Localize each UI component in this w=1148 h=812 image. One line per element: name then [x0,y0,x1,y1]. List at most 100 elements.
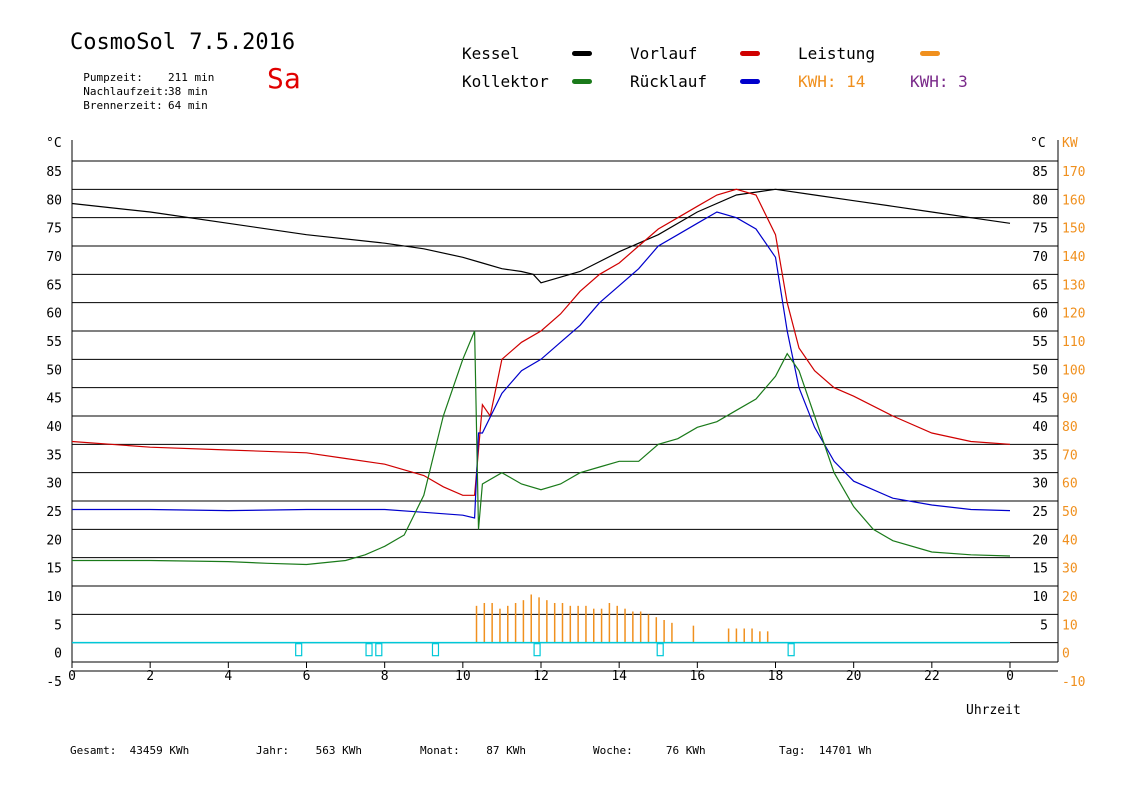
x-tick: 6 [303,669,311,684]
legend-kessel-label: Kessel [462,44,520,63]
series-line-vorlauf [71,188,1011,496]
pump-marker [656,643,664,657]
y-tick-left: 55 [46,335,62,350]
x-axis-label: Uhrzeit [966,703,1021,718]
y-tick-left: 80 [46,193,62,208]
kw-tick: 40 [1062,533,1078,548]
y-tick-left: 5 [54,618,62,633]
y-tick-left: 25 [46,505,62,520]
kw-tick: 70 [1062,448,1078,463]
y-tick-left: 85 [46,165,62,180]
y-tick-left: -5 [46,675,62,690]
y-tick-left: 10 [46,590,62,605]
y-tick-right: 10 [1032,590,1048,605]
y-tick-right: 20 [1032,533,1048,548]
y-tick-left: 45 [46,392,62,407]
y-unit-kw: KW [1062,136,1078,151]
y-tick-left: 70 [46,250,62,265]
y-tick-left: 75 [46,222,62,237]
legend-leistung-swatch [920,51,940,56]
stat-value: 64 min [168,99,208,112]
series-line-kollektor [72,330,1011,566]
kw-tick: 160 [1062,193,1085,208]
kw-tick: 90 [1062,392,1078,407]
x-tick: 16 [690,669,706,684]
x-tick: 0 [68,669,76,684]
legend-kwh-purple: KWH: 3 [910,72,968,91]
y-tick-left: 15 [46,562,62,577]
power-bars [72,594,1010,644]
x-tick: 10 [455,669,471,684]
x-tick: 8 [381,669,389,684]
kw-tick: 120 [1062,307,1085,322]
pump-marker [365,643,373,657]
y-tick-right: 85 [1032,165,1048,180]
x-tick: 12 [533,669,549,684]
y-tick-right: 75 [1032,222,1048,237]
y-tick-left: 30 [46,477,62,492]
y-tick-right: 30 [1032,477,1048,492]
kw-tick: 60 [1062,477,1078,492]
kw-tick: 170 [1062,165,1085,180]
footer-jahr: Jahr: 563 KWh [256,744,362,757]
legend-kessel-swatch [572,51,592,56]
legend-vorlauf-swatch [740,51,760,56]
stat-brennerzeit: Brennerzeit: 64 min [70,86,208,112]
y-tick-right: 65 [1032,278,1048,293]
x-tick: 2 [146,669,154,684]
pump-marker [533,643,541,657]
app-title: CosmoSol 7.5.2016 [70,30,296,55]
y-tick-right: 70 [1032,250,1048,265]
x-tick: 4 [224,669,232,684]
y-tick-right: 55 [1032,335,1048,350]
grid-lines [71,140,1059,672]
pump-markers [295,643,795,657]
stat-pumpzeit: Pumpzeit: 211 min [70,58,214,84]
stat-value: 38 min [168,85,208,98]
y-tick-right: 45 [1032,392,1048,407]
legend-leistung-label: Leistung [798,44,876,63]
y-unit-right: °C [1030,136,1046,151]
y-tick-left: 20 [46,533,62,548]
kw-tick: 130 [1062,278,1085,293]
y-tick-left: 60 [46,307,62,322]
y-unit-left: °C [46,136,62,151]
x-tick: 22 [924,669,940,684]
stat-label: Nachlaufzeit: [83,85,170,98]
y-tick-left: 40 [46,420,62,435]
y-tick-right: 5 [1040,618,1048,633]
x-tick: 18 [768,669,784,684]
y-tick-left: 50 [46,363,62,378]
y-tick-right: 80 [1032,193,1048,208]
pump-marker [295,643,303,657]
kw-tick: -10 [1062,675,1085,690]
legend-kollektor-swatch [572,79,592,84]
kw-tick: 110 [1062,335,1085,350]
y-tick-left: 0 [54,647,62,662]
pump-marker [375,643,383,657]
y-tick-right: 35 [1032,448,1048,463]
kw-tick: 10 [1062,618,1078,633]
y-tick-right: 15 [1032,562,1048,577]
footer-tag: Tag: 14701 Wh [779,744,872,757]
legend-kwh-orange: KWH: 14 [798,72,866,91]
series-line-ruecklauf [72,211,1011,519]
stat-nachlaufzeit: Nachlaufzeit: 38 min [70,72,208,98]
pump-marker [431,643,440,657]
kw-tick: 30 [1062,562,1078,577]
y-tick-right: 25 [1032,505,1048,520]
series-line-kessel [71,188,1011,284]
kw-tick: 100 [1062,363,1085,378]
y-tick-right: 40 [1032,420,1048,435]
x-tick: 20 [846,669,862,684]
stat-label: Brennerzeit: [83,99,163,112]
y-tick-left: 65 [46,278,62,293]
legend-vorlauf-label: Vorlauf [630,44,698,63]
y-tick-left: 35 [46,448,62,463]
legend-ruecklauf-label: Rücklauf [630,72,708,91]
kw-tick: 20 [1062,590,1078,605]
stat-value: 211 min [168,71,215,84]
kw-tick: 140 [1062,250,1085,265]
legend-kollektor-label: Kollektor [462,72,549,91]
